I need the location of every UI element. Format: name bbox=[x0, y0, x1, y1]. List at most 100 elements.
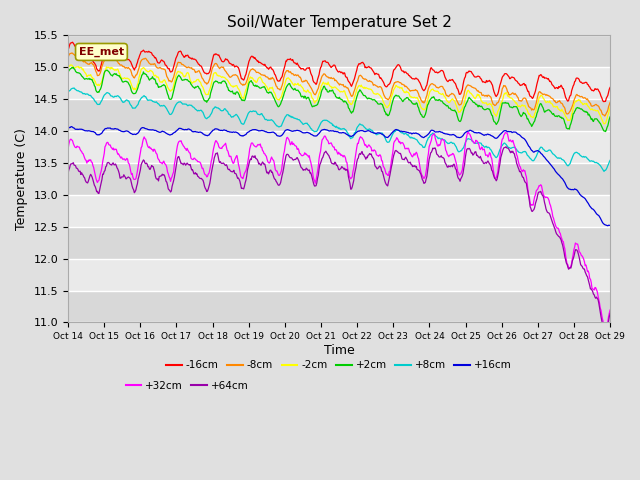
Text: EE_met: EE_met bbox=[79, 47, 124, 57]
Line: +8cm: +8cm bbox=[68, 88, 610, 171]
+32cm bbox=[405, 146, 413, 152]
Bar bbox=[68, 131, 610, 163]
-16cm bbox=[68, 39, 76, 45]
Title: Soil/Water Temperature Set 2: Soil/Water Temperature Set 2 bbox=[227, 15, 451, 30]
Line: -2cm: -2cm bbox=[68, 65, 610, 124]
-2cm bbox=[422, 106, 429, 111]
Y-axis label: Temperature (C): Temperature (C) bbox=[15, 128, 28, 230]
+32cm bbox=[130, 176, 138, 182]
-2cm bbox=[600, 121, 608, 127]
+2cm bbox=[75, 70, 83, 76]
-2cm bbox=[406, 92, 413, 98]
-8cm bbox=[75, 54, 83, 60]
+8cm bbox=[64, 89, 72, 95]
+64cm bbox=[74, 166, 82, 172]
-8cm bbox=[214, 64, 222, 70]
-16cm bbox=[606, 84, 614, 90]
+2cm bbox=[214, 80, 222, 85]
-8cm bbox=[406, 87, 413, 93]
+64cm bbox=[185, 162, 193, 168]
+8cm bbox=[131, 105, 138, 111]
+2cm bbox=[422, 111, 429, 117]
Line: -8cm: -8cm bbox=[68, 53, 610, 116]
-16cm bbox=[214, 52, 222, 58]
+8cm bbox=[214, 105, 222, 111]
+32cm bbox=[606, 307, 614, 313]
Bar bbox=[68, 259, 610, 290]
+32cm bbox=[185, 149, 193, 155]
-8cm bbox=[186, 65, 193, 71]
+16cm bbox=[186, 126, 193, 132]
-16cm bbox=[186, 54, 193, 60]
+64cm bbox=[405, 160, 413, 166]
-2cm bbox=[606, 105, 614, 111]
+2cm bbox=[186, 79, 193, 84]
-2cm bbox=[186, 74, 193, 80]
+16cm bbox=[604, 223, 612, 228]
+8cm bbox=[70, 85, 78, 91]
-2cm bbox=[64, 66, 72, 72]
-16cm bbox=[422, 86, 429, 92]
Bar bbox=[68, 195, 610, 227]
+16cm bbox=[214, 126, 222, 132]
+16cm bbox=[422, 133, 429, 139]
+64cm bbox=[606, 311, 614, 316]
+2cm bbox=[606, 114, 614, 120]
Bar bbox=[68, 99, 610, 131]
+2cm bbox=[406, 97, 413, 103]
Line: +16cm: +16cm bbox=[68, 127, 610, 226]
-16cm bbox=[131, 67, 138, 73]
-2cm bbox=[131, 85, 138, 91]
-2cm bbox=[75, 63, 83, 69]
-8cm bbox=[601, 113, 609, 119]
+8cm bbox=[422, 143, 429, 149]
+8cm bbox=[406, 134, 413, 140]
-2cm bbox=[68, 62, 76, 68]
+64cm bbox=[602, 329, 609, 335]
+8cm bbox=[600, 168, 608, 174]
+64cm bbox=[130, 187, 138, 192]
Bar bbox=[68, 163, 610, 195]
-16cm bbox=[600, 99, 608, 105]
+32cm bbox=[64, 147, 72, 153]
Bar bbox=[68, 227, 610, 259]
Line: +32cm: +32cm bbox=[68, 132, 610, 327]
+32cm bbox=[601, 324, 609, 330]
Legend: +32cm, +64cm: +32cm, +64cm bbox=[122, 376, 253, 395]
Bar bbox=[68, 67, 610, 99]
Line: +2cm: +2cm bbox=[68, 67, 610, 132]
+8cm bbox=[75, 88, 83, 94]
+16cm bbox=[131, 131, 138, 137]
-8cm bbox=[68, 50, 76, 56]
+64cm bbox=[214, 150, 221, 156]
+16cm bbox=[606, 222, 614, 228]
-8cm bbox=[422, 97, 429, 103]
-16cm bbox=[64, 47, 72, 53]
Bar bbox=[68, 290, 610, 323]
+16cm bbox=[64, 126, 72, 132]
Line: +64cm: +64cm bbox=[68, 147, 610, 332]
+2cm bbox=[64, 70, 72, 76]
+64cm bbox=[502, 144, 510, 150]
+64cm bbox=[420, 180, 428, 186]
+32cm bbox=[74, 144, 82, 150]
-8cm bbox=[64, 55, 72, 60]
+8cm bbox=[606, 157, 614, 163]
+32cm bbox=[465, 130, 472, 135]
+2cm bbox=[602, 129, 609, 134]
+8cm bbox=[186, 102, 193, 108]
+16cm bbox=[75, 126, 83, 132]
-16cm bbox=[406, 73, 413, 79]
-8cm bbox=[131, 75, 138, 81]
+64cm bbox=[64, 171, 72, 177]
+2cm bbox=[131, 91, 138, 96]
-16cm bbox=[75, 46, 83, 51]
Line: -16cm: -16cm bbox=[68, 42, 610, 102]
+32cm bbox=[420, 175, 428, 180]
+16cm bbox=[406, 130, 413, 136]
+32cm bbox=[214, 140, 221, 145]
-2cm bbox=[214, 72, 222, 78]
Bar bbox=[68, 36, 610, 67]
X-axis label: Time: Time bbox=[324, 344, 355, 357]
+16cm bbox=[67, 124, 75, 130]
